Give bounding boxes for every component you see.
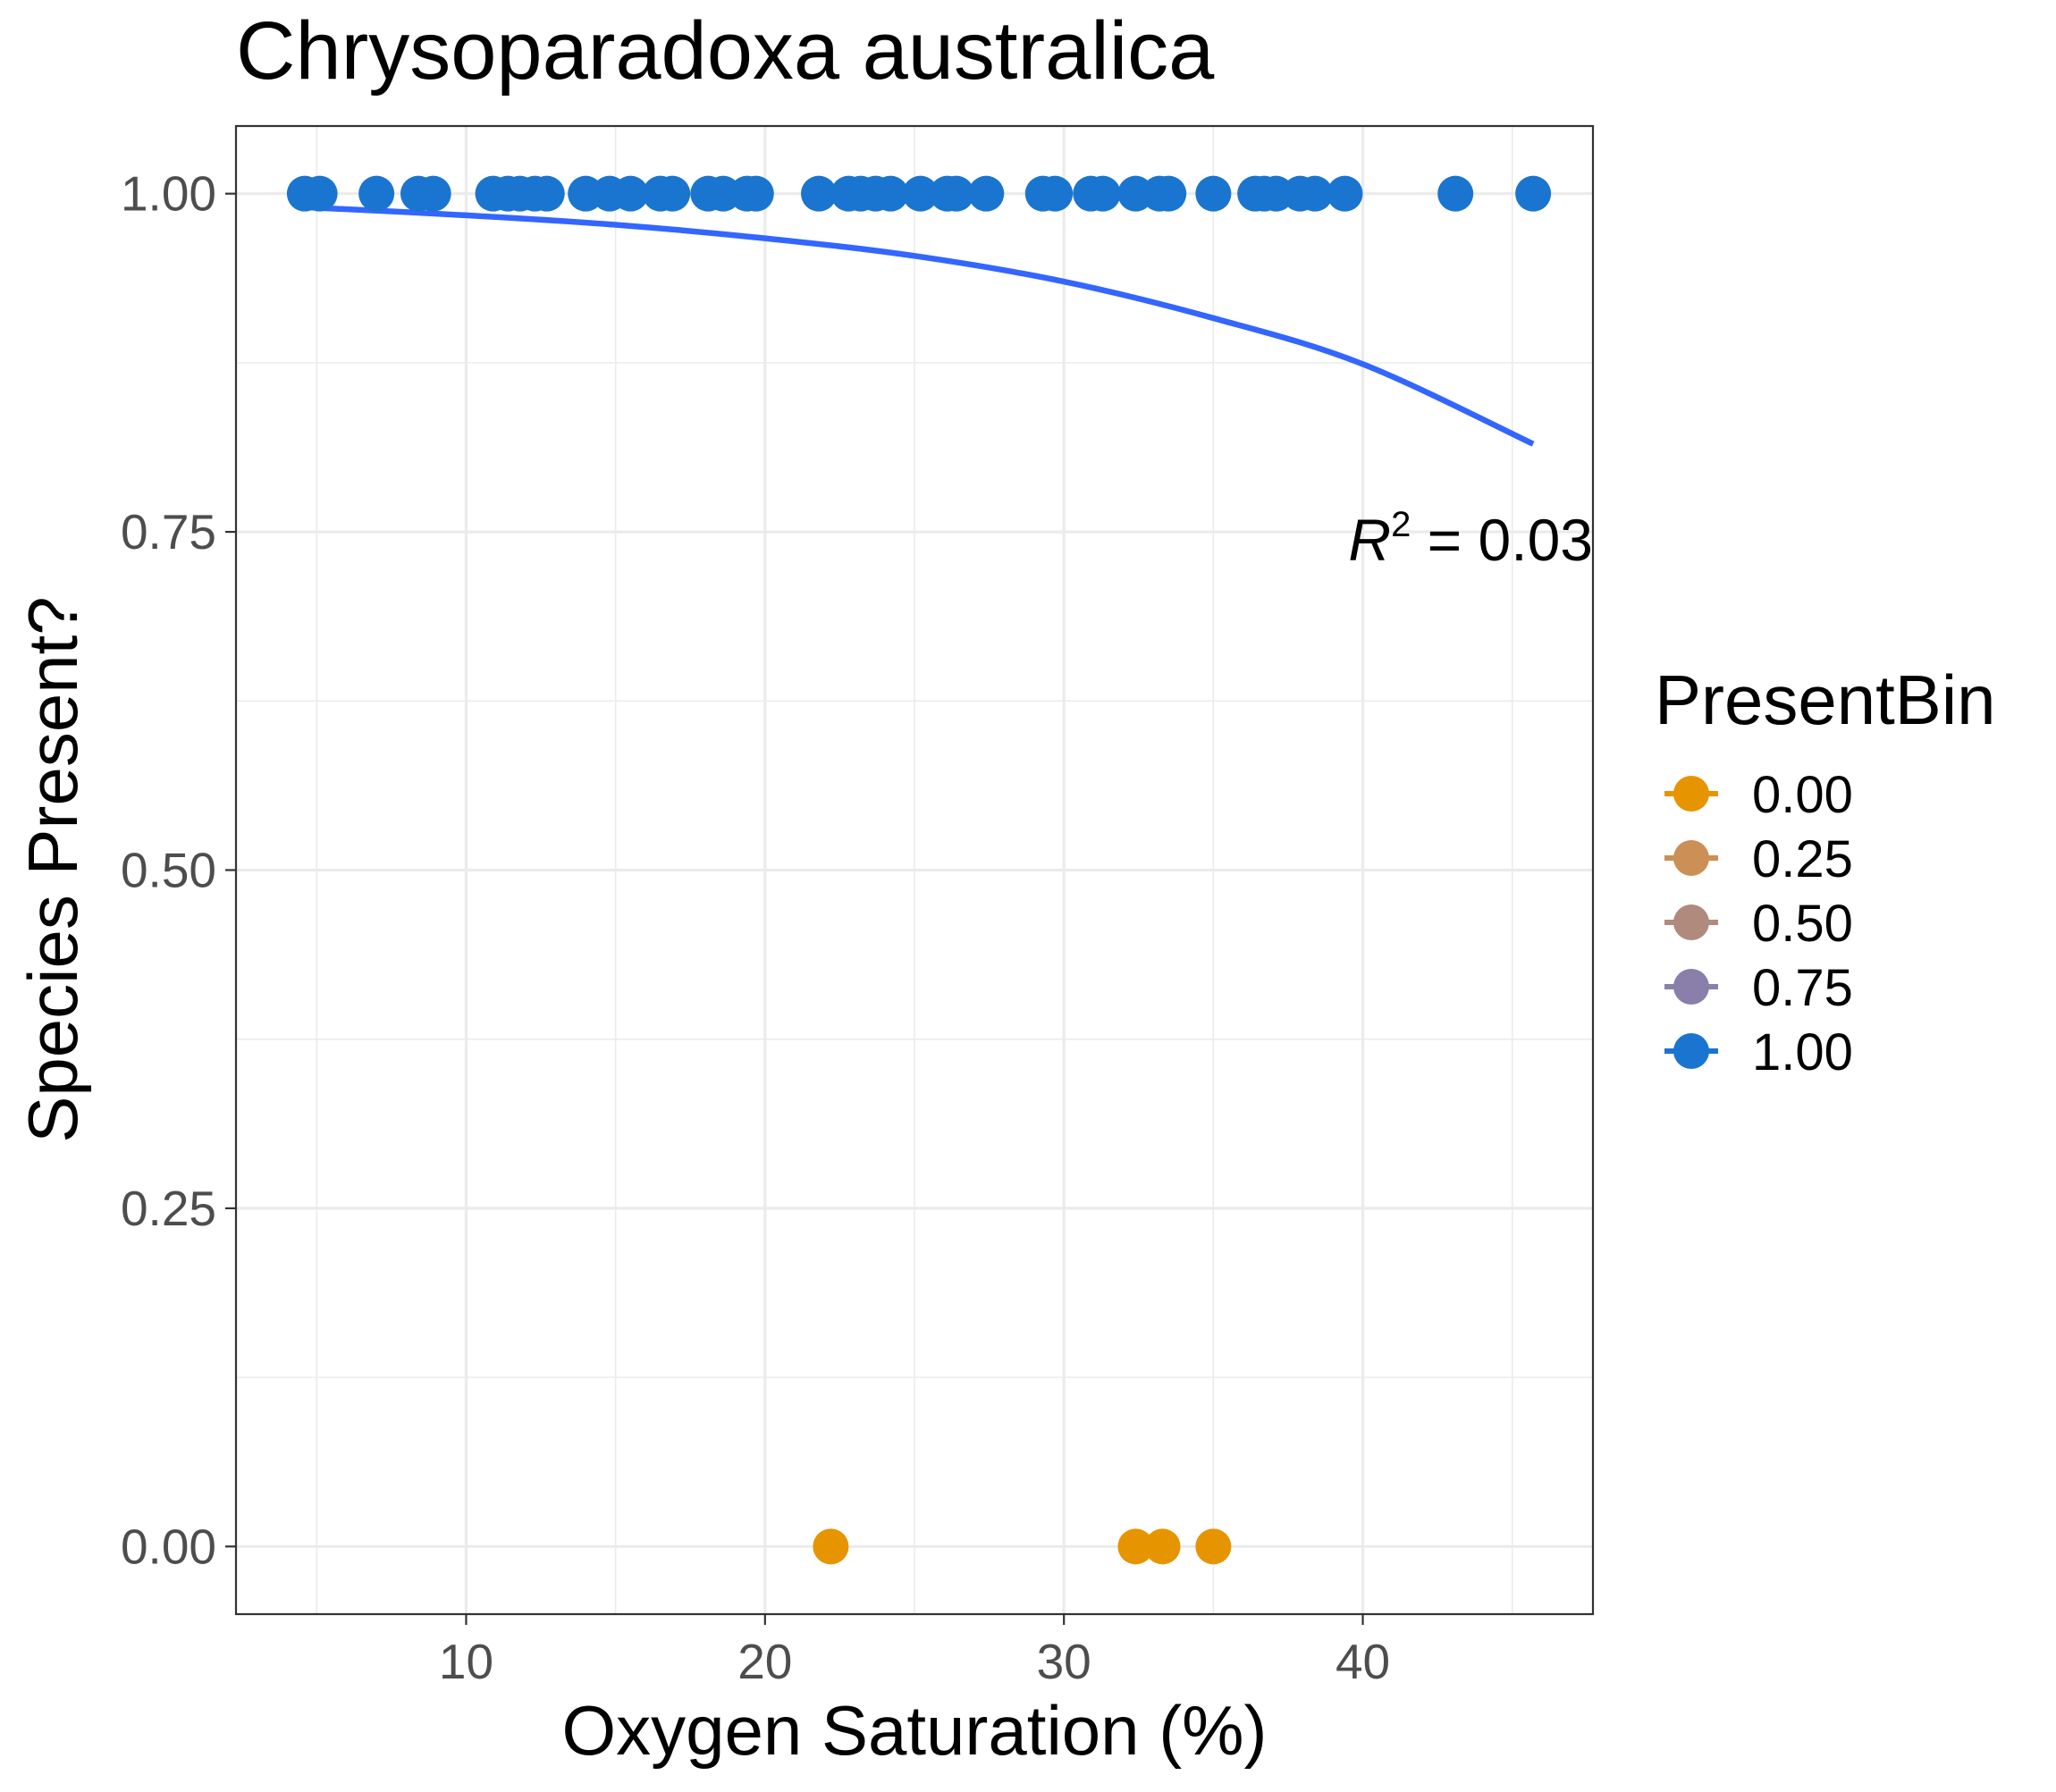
data-point-present	[872, 175, 909, 212]
grid	[236, 126, 1593, 1614]
fit-curve-layer	[304, 204, 1535, 447]
legend-label: 0.25	[1752, 830, 1853, 888]
data-point-present	[1084, 175, 1121, 212]
data-point-present	[737, 175, 774, 212]
legend-key-dot	[1673, 904, 1709, 940]
data-point-present	[528, 175, 565, 212]
x-axis-ticks: 10 20 30 40	[439, 1614, 1390, 1689]
data-point-present	[801, 175, 838, 212]
y-tick-label: 0.75	[121, 504, 216, 559]
legend-label: 0.50	[1752, 895, 1853, 953]
data-point-present	[902, 175, 939, 212]
y-tick-label: 0.00	[121, 1519, 216, 1574]
data-point-present	[1437, 175, 1474, 212]
chart-title: Chrysoparadoxa australica	[236, 5, 1215, 97]
legend: PresentBin 0.00 0.25 0.50 0.75 1.00	[1655, 660, 1996, 1081]
fit-curve	[304, 204, 1535, 447]
data-point-present	[301, 175, 338, 212]
y-tick-label: 0.50	[121, 843, 216, 898]
data-point-present	[415, 175, 451, 212]
data-point-present	[1515, 175, 1552, 212]
r-symbol: R	[1348, 507, 1391, 573]
r-value: = 0.03	[1411, 507, 1593, 573]
legend-title: PresentBin	[1655, 660, 1996, 739]
r-squared-annotation: R2 = 0.03	[1348, 505, 1593, 573]
data-points	[286, 175, 1552, 1565]
data-point-present	[1297, 175, 1334, 212]
x-tick-label: 20	[737, 1634, 792, 1689]
x-tick-label: 10	[439, 1634, 493, 1689]
y-tick-label: 1.00	[121, 166, 216, 222]
y-axis-title: Species Present?	[13, 596, 92, 1142]
y-tick-label: 0.25	[121, 1181, 216, 1236]
legend-label: 0.75	[1752, 959, 1853, 1017]
legend-items: 0.00 0.25 0.50 0.75 1.00	[1664, 766, 1853, 1081]
data-point-absent	[1117, 1528, 1154, 1565]
data-point-present	[938, 175, 974, 212]
x-axis-title: Oxygen Saturation (%)	[561, 1691, 1267, 1770]
legend-key-dot	[1673, 840, 1709, 876]
data-point-present	[1150, 175, 1187, 212]
data-point-absent	[813, 1528, 849, 1565]
x-tick-label: 40	[1336, 1634, 1390, 1689]
r-superscript: 2	[1391, 505, 1411, 544]
y-axis-ticks: 0.00 0.25 0.50 0.75 1.00	[121, 166, 236, 1574]
data-point-present	[968, 175, 1005, 212]
legend-label: 0.00	[1752, 766, 1853, 824]
data-point-absent	[1195, 1528, 1232, 1565]
data-point-absent	[1144, 1528, 1181, 1565]
data-point-present	[612, 175, 649, 212]
x-tick-label: 30	[1037, 1634, 1091, 1689]
data-point-present	[1327, 175, 1363, 212]
legend-key-dot	[1673, 1033, 1709, 1069]
data-point-present	[654, 175, 691, 212]
data-point-present	[358, 175, 395, 212]
data-point-present	[1037, 175, 1074, 212]
legend-label: 1.00	[1752, 1023, 1853, 1081]
legend-key-dot	[1673, 969, 1709, 1005]
legend-key-dot	[1673, 776, 1709, 812]
data-point-present	[1195, 175, 1232, 212]
